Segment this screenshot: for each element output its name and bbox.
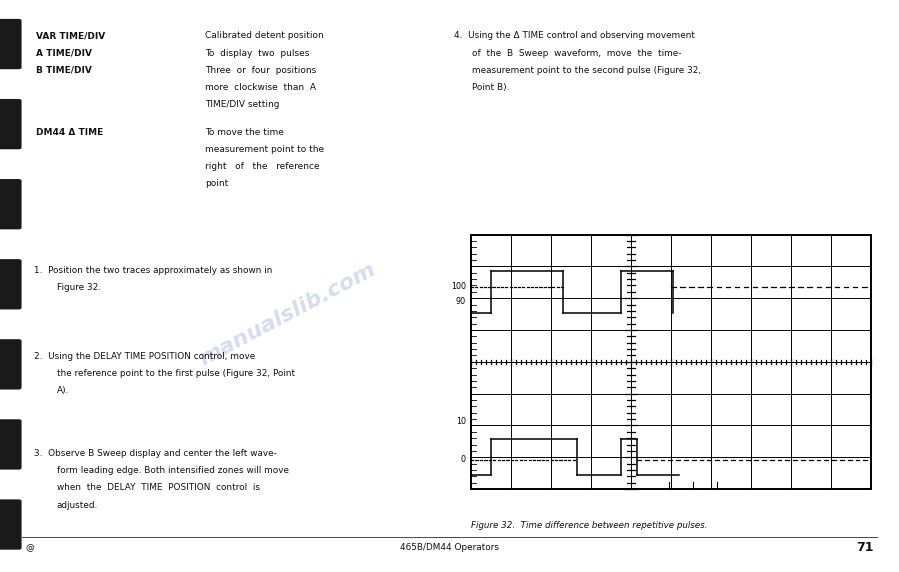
Text: Figure 32.  Time difference between repetitive pulses.: Figure 32. Time difference between repet… (471, 521, 708, 530)
Text: TIME/DIV setting: TIME/DIV setting (205, 100, 280, 109)
FancyBboxPatch shape (0, 419, 22, 470)
Text: of  the  B  Sweep  waveform,  move  the  time-: of the B Sweep waveform, move the time- (472, 49, 681, 58)
FancyBboxPatch shape (0, 19, 22, 69)
Text: adjusted.: adjusted. (57, 500, 98, 510)
Text: Point B).: Point B). (472, 83, 510, 92)
FancyBboxPatch shape (0, 339, 22, 390)
FancyBboxPatch shape (0, 499, 22, 550)
Text: 4.  Using the Δ TIME control and observing movement: 4. Using the Δ TIME control and observin… (454, 31, 695, 41)
Text: Three  or  four  positions: Three or four positions (205, 66, 316, 75)
Text: more  clockwise  than  A: more clockwise than A (205, 83, 316, 92)
Text: A).: A). (57, 386, 69, 395)
Text: measurement point to the: measurement point to the (205, 145, 325, 154)
Text: 0: 0 (460, 455, 466, 464)
Text: 1.  Position the two traces approximately as shown in: 1. Position the two traces approximately… (34, 266, 272, 275)
Text: A TIME/DIV: A TIME/DIV (36, 49, 92, 58)
FancyBboxPatch shape (0, 179, 22, 229)
Text: 100: 100 (450, 282, 466, 291)
Text: the reference point to the first pulse (Figure 32, Point: the reference point to the first pulse (… (57, 369, 295, 378)
FancyBboxPatch shape (0, 259, 22, 309)
Bar (471, 235, 871, 489)
Text: 2.  Using the DELAY TIME POSITION control, move: 2. Using the DELAY TIME POSITION control… (34, 352, 255, 361)
Text: form leading edge. Both intensified zones will move: form leading edge. Both intensified zone… (57, 466, 289, 475)
Text: To  display  two  pulses: To display two pulses (205, 49, 309, 58)
Text: 465B/DM44 Operators: 465B/DM44 Operators (400, 543, 499, 553)
Text: 71: 71 (857, 542, 874, 554)
Text: manualslib.com: manualslib.com (196, 260, 379, 370)
Text: right   of   the   reference: right of the reference (205, 162, 320, 171)
Text: measurement point to the second pulse (Figure 32,: measurement point to the second pulse (F… (472, 66, 701, 75)
Text: @: @ (25, 543, 34, 553)
Text: point: point (205, 179, 228, 188)
Text: B TIME/DIV: B TIME/DIV (36, 66, 92, 75)
Text: Figure 32.: Figure 32. (57, 283, 101, 292)
Text: Calibrated detent position: Calibrated detent position (205, 31, 324, 41)
Text: when  the  DELAY  TIME  POSITION  control  is: when the DELAY TIME POSITION control is (57, 483, 260, 492)
Text: 3.  Observe B Sweep display and center the left wave-: 3. Observe B Sweep display and center th… (34, 449, 277, 458)
Text: 10: 10 (456, 417, 466, 426)
Text: DM44 Δ TIME: DM44 Δ TIME (36, 128, 103, 137)
Text: To move the time: To move the time (205, 128, 284, 137)
Text: VAR TIME/DIV: VAR TIME/DIV (36, 31, 105, 41)
Bar (471, 235, 871, 489)
FancyBboxPatch shape (0, 99, 22, 149)
Text: 90: 90 (456, 297, 466, 307)
